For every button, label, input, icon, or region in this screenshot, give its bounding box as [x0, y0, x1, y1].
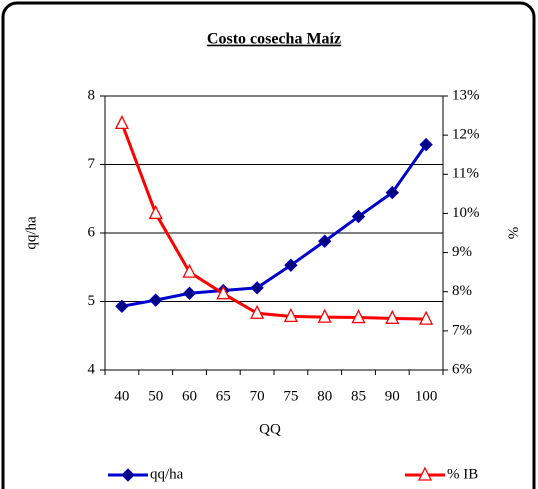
marker — [385, 309, 400, 324]
marker — [351, 209, 366, 224]
marker — [283, 307, 298, 323]
marker — [216, 285, 231, 300]
chart-title: Costo cosecha Maíz — [207, 31, 341, 48]
series-line — [121, 143, 428, 308]
x-tick-label: 50 — [148, 388, 163, 404]
marker — [148, 293, 163, 307]
x-tick-label: 75 — [283, 388, 298, 404]
y2-tick-label: 10% — [452, 205, 480, 221]
marker — [115, 299, 129, 314]
y2-tick-label: 13% — [452, 87, 480, 103]
y2-axis-label: % — [505, 227, 521, 240]
y2-tick-label: 8% — [452, 283, 472, 299]
x-tick-label: 80 — [317, 388, 332, 404]
x-tick-label: 60 — [182, 388, 197, 404]
x-tick-label: 100 — [415, 388, 438, 404]
marker — [182, 263, 197, 278]
y-axis-label: qq/ha — [23, 216, 39, 250]
y2-tick-label: 7% — [452, 322, 472, 338]
y-tick-label: 6 — [88, 224, 96, 240]
x-axis-label: QQ — [259, 421, 281, 437]
x-tick-label: 40 — [114, 388, 129, 404]
y-tick-label: 4 — [88, 361, 96, 377]
marker — [317, 308, 332, 323]
marker — [284, 258, 298, 272]
y-tick-label: 8 — [88, 87, 96, 103]
series-line — [120, 122, 427, 321]
marker — [419, 310, 434, 325]
marker — [182, 286, 197, 300]
marker — [250, 304, 265, 319]
y2-tick-label: 9% — [452, 244, 472, 260]
legend-marker — [121, 468, 135, 482]
legend-label: qq/ha — [150, 466, 184, 482]
x-tick-label: 85 — [351, 388, 366, 404]
marker — [385, 185, 400, 200]
marker — [114, 114, 129, 130]
x-tick-label: 65 — [216, 388, 231, 404]
x-tick-label: 70 — [250, 388, 265, 404]
marker — [317, 234, 332, 248]
y2-tick-label: 6% — [452, 361, 472, 377]
y-tick-label: 5 — [88, 293, 96, 309]
x-tick-label: 90 — [385, 388, 400, 404]
marker — [419, 137, 433, 152]
marker — [148, 204, 163, 220]
y2-tick-label: 12% — [452, 127, 480, 143]
y2-tick-label: 11% — [452, 166, 479, 182]
marker — [250, 281, 264, 295]
marker — [351, 309, 366, 324]
legend-marker — [417, 466, 433, 481]
legend-label: % IB — [447, 466, 478, 482]
y-tick-label: 7 — [88, 156, 96, 172]
